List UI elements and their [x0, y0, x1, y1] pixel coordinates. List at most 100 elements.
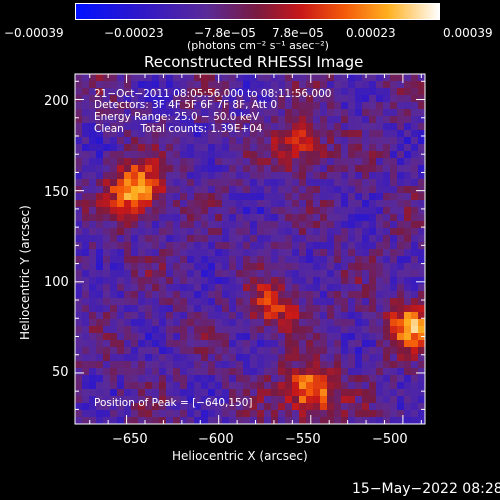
- heatmap-cell: [376, 123, 384, 131]
- heatmap-cell: [418, 347, 426, 355]
- heatmap-cell: [208, 186, 216, 194]
- heatmap-cell: [222, 389, 230, 397]
- heatmap-cell: [334, 298, 342, 306]
- heatmap-cell: [103, 354, 111, 362]
- heatmap-cell: [355, 172, 363, 180]
- heatmap-cell: [292, 207, 300, 215]
- heatmap-cell: [397, 319, 405, 327]
- heatmap-cell: [306, 256, 314, 264]
- heatmap-cell: [96, 319, 104, 327]
- heatmap-cell: [173, 319, 181, 327]
- heatmap-cell: [159, 326, 167, 334]
- heatmap-cell: [313, 179, 321, 187]
- heatmap-cell: [145, 389, 153, 397]
- heatmap-cell: [145, 263, 153, 271]
- heatmap-cell: [278, 172, 286, 180]
- heatmap-cell: [264, 305, 272, 313]
- heatmap-cell: [418, 382, 426, 390]
- heatmap-cell: [124, 417, 132, 425]
- colorbar-tick-label: 0.00023: [346, 26, 396, 40]
- heatmap-cell: [75, 270, 83, 278]
- heatmap-cell: [285, 382, 293, 390]
- heatmap-cell: [320, 228, 328, 236]
- heatmap-cell: [411, 116, 419, 124]
- heatmap-cell: [96, 242, 104, 250]
- heatmap-cell: [75, 193, 83, 201]
- heatmap-cell: [313, 123, 321, 131]
- heatmap-cell: [201, 214, 209, 222]
- heatmap-cell: [194, 221, 202, 229]
- heatmap-cell: [187, 137, 195, 145]
- heatmap-cell: [194, 88, 202, 96]
- heatmap-cell: [222, 116, 230, 124]
- heatmap-cell: [194, 403, 202, 411]
- heatmap-cell: [250, 333, 258, 341]
- heatmap-cell: [180, 249, 188, 257]
- heatmap-cell: [299, 102, 307, 110]
- heatmap-cell: [299, 347, 307, 355]
- heatmap-cell: [320, 298, 328, 306]
- heatmap-cell: [362, 354, 370, 362]
- heatmap-cell: [152, 242, 160, 250]
- heatmap-cell: [327, 186, 335, 194]
- heatmap-cell: [145, 375, 153, 383]
- heatmap-cell: [145, 382, 153, 390]
- heatmap-cell: [194, 284, 202, 292]
- heatmap-cell: [348, 298, 356, 306]
- heatmap-cell: [229, 354, 237, 362]
- heatmap-cell: [159, 123, 167, 131]
- heatmap-cell: [313, 319, 321, 327]
- heatmap-cell: [271, 179, 279, 187]
- heatmap-cell: [376, 403, 384, 411]
- heatmap-cell: [89, 354, 97, 362]
- heatmap-cell: [355, 403, 363, 411]
- heatmap-cell: [348, 158, 356, 166]
- heatmap-cell: [131, 270, 139, 278]
- heatmap-cell: [159, 284, 167, 292]
- heatmap-cell: [138, 95, 146, 103]
- heatmap-cell: [411, 165, 419, 173]
- heatmap-cell: [166, 116, 174, 124]
- heatmap-cell: [89, 368, 97, 376]
- heatmap-cell: [348, 403, 356, 411]
- heatmap-cell: [278, 284, 286, 292]
- heatmap-cell: [334, 74, 342, 82]
- heatmap-cell: [390, 249, 398, 257]
- heatmap-cell: [159, 137, 167, 145]
- heatmap-cell: [96, 151, 104, 159]
- heatmap-cell: [82, 81, 90, 89]
- heatmap-cell: [278, 291, 286, 299]
- heatmap-cell: [110, 312, 118, 320]
- heatmap-cell: [313, 326, 321, 334]
- heatmap-cell: [124, 368, 132, 376]
- heatmap-cell: [376, 186, 384, 194]
- heatmap-cell: [208, 109, 216, 117]
- heatmap-cell: [257, 298, 265, 306]
- heatmap-cell: [376, 291, 384, 299]
- heatmap-cell: [75, 368, 83, 376]
- heatmap-cell: [404, 298, 412, 306]
- heatmap-cell: [418, 200, 426, 208]
- heatmap-cell: [131, 144, 139, 152]
- heatmap-cell: [404, 319, 412, 327]
- heatmap-cell: [180, 74, 188, 82]
- heatmap-cell: [159, 207, 167, 215]
- heatmap-cell: [215, 130, 223, 138]
- heatmap-cell: [166, 319, 174, 327]
- heatmap-cell: [166, 221, 174, 229]
- heatmap-cell: [383, 312, 391, 320]
- heatmap-cell: [166, 144, 174, 152]
- heatmap-cell: [75, 410, 83, 418]
- heatmap-cell: [397, 214, 405, 222]
- heatmap-cell: [306, 102, 314, 110]
- heatmap-cell: [397, 256, 405, 264]
- heatmap-cell: [229, 263, 237, 271]
- heatmap-cell: [327, 375, 335, 383]
- heatmap-cell: [271, 389, 279, 397]
- heatmap-cell: [292, 417, 300, 425]
- heatmap-cell: [313, 200, 321, 208]
- heatmap-cell: [250, 382, 258, 390]
- heatmap-cell: [285, 228, 293, 236]
- heatmap-cell: [201, 382, 209, 390]
- heatmap-cell: [250, 193, 258, 201]
